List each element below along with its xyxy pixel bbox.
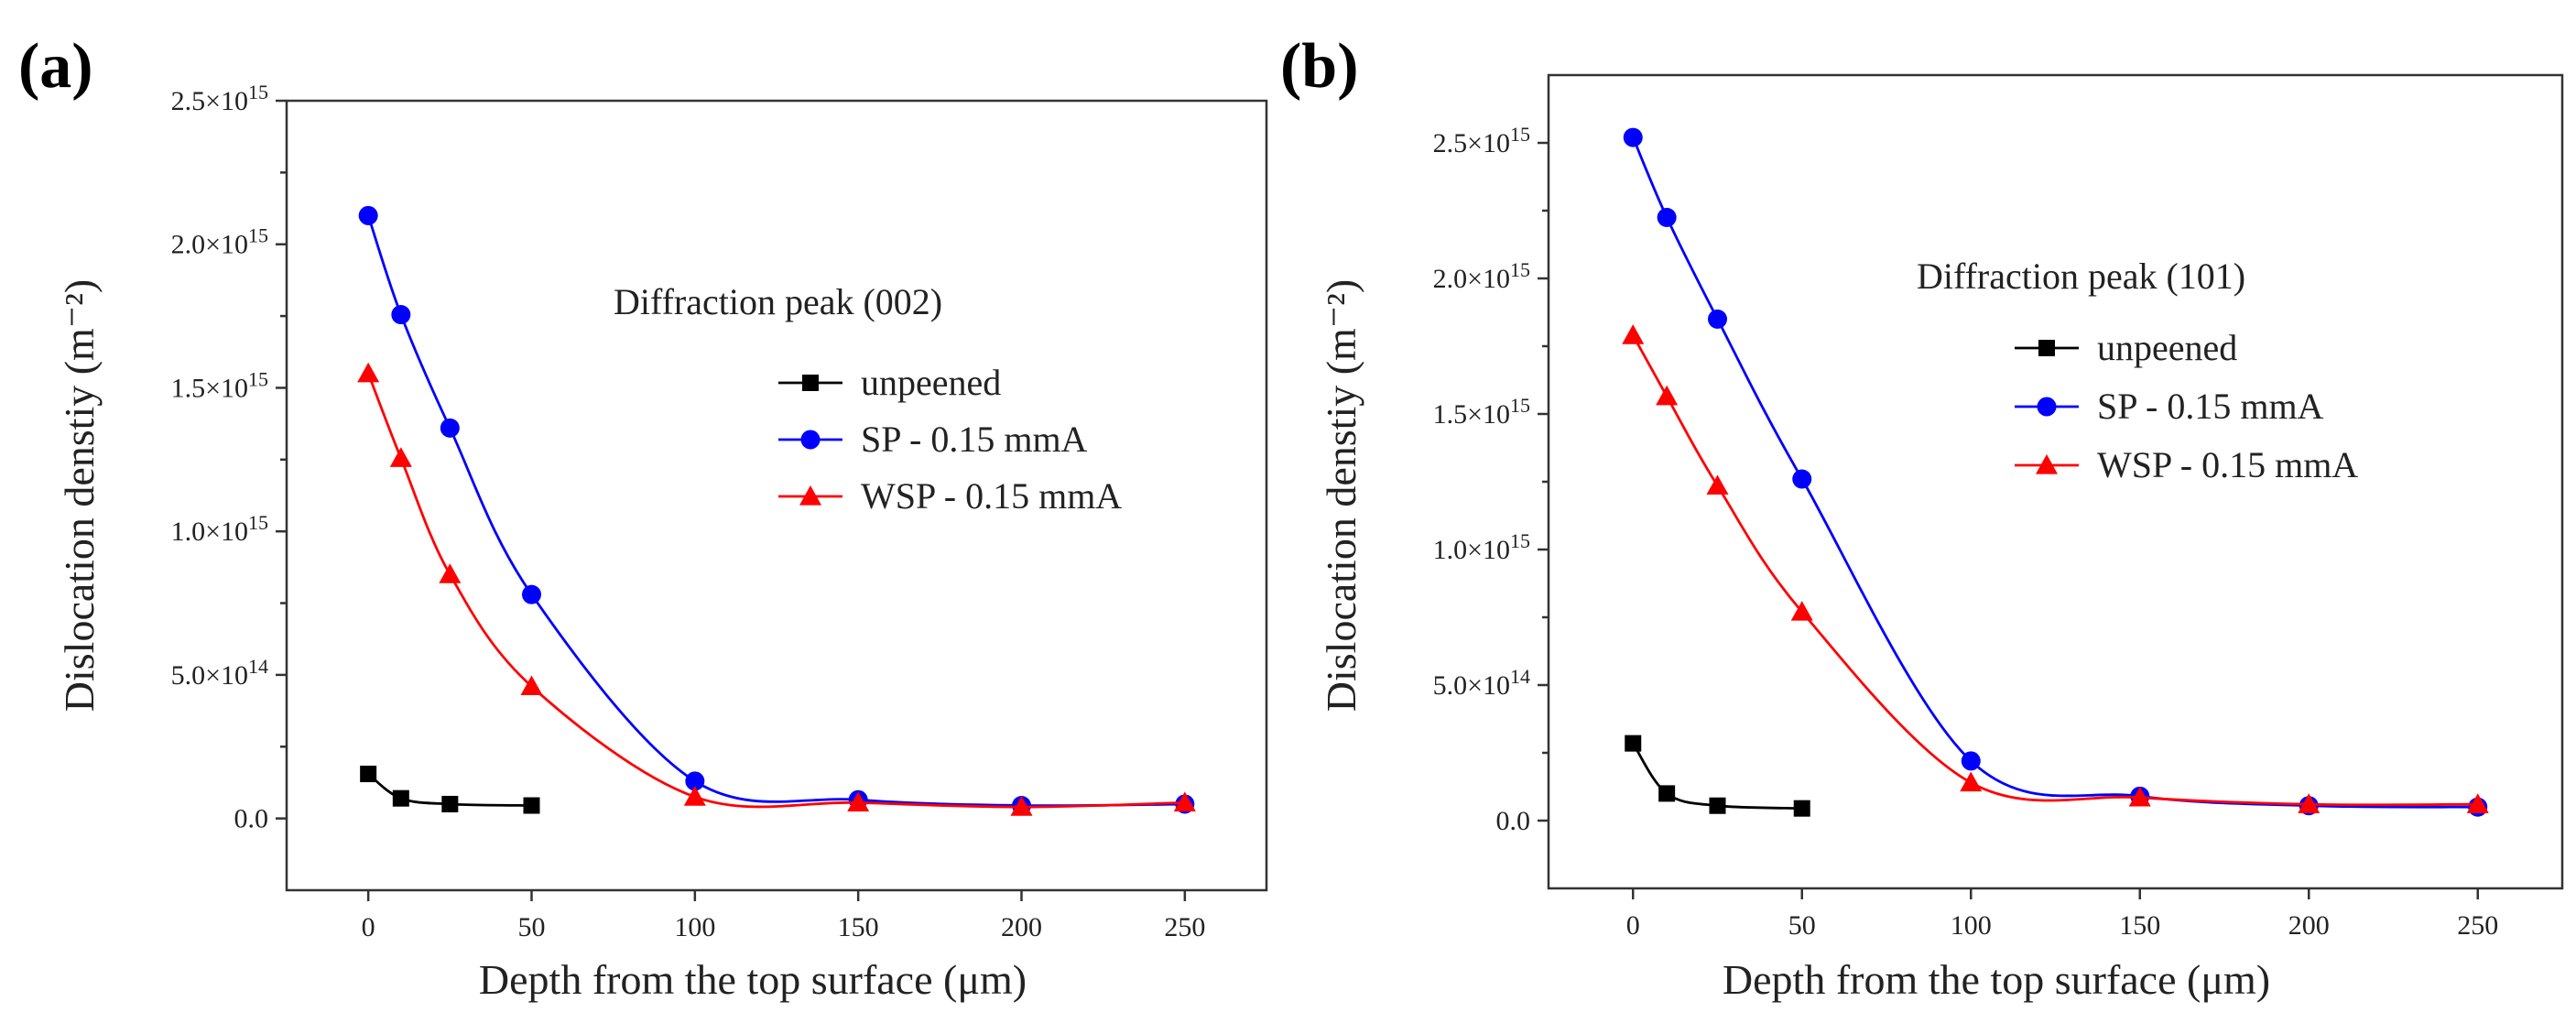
legend-label: unpeened [861, 362, 1001, 403]
x-axis-title: Depth from the top surface (μm) [479, 956, 1027, 1003]
legend-label: SP - 0.15 mmA [2097, 386, 2324, 427]
data-point [683, 786, 706, 806]
data-point [1625, 735, 1642, 752]
data-point [357, 362, 380, 383]
series-line [1632, 334, 2478, 807]
x-tick-label: 50 [1788, 910, 1816, 941]
data-point [522, 584, 541, 604]
x-tick-label: 100 [1951, 910, 1992, 941]
legend-marker [2038, 340, 2055, 356]
plot-frame [1547, 73, 2564, 890]
data-point [2128, 786, 2151, 807]
data-point [1793, 800, 1810, 817]
legend-marker [2036, 454, 2058, 474]
data-point [389, 447, 412, 467]
x-tick-label: 200 [2288, 910, 2330, 941]
legend-marker [802, 375, 819, 391]
plot-frame [285, 99, 1268, 892]
y-tick-label: 0.0 [234, 804, 269, 834]
legend-label: WSP - 0.15 mmA [2097, 444, 2358, 485]
data-point [439, 563, 462, 583]
data-point [685, 771, 705, 791]
data-point [1961, 751, 1981, 771]
x-tick-label: 150 [2119, 910, 2160, 941]
y-tick-label: 1.0×1015 [1433, 529, 1530, 565]
legend-marker [799, 485, 821, 506]
data-point [360, 766, 377, 783]
data-point [1173, 791, 1196, 811]
annotation: Diffraction peak (002) [614, 281, 942, 322]
data-point [1622, 324, 1645, 344]
x-tick-label: 250 [1164, 912, 1205, 942]
legend-marker [800, 430, 821, 450]
x-tick-label: 100 [674, 912, 715, 942]
y-tick-label: 1.5×1015 [1433, 394, 1530, 430]
data-point [358, 205, 378, 225]
data-point [2466, 793, 2489, 813]
data-point [520, 675, 543, 696]
y-tick-label: 5.0×1014 [1433, 665, 1530, 701]
data-point [847, 791, 870, 811]
x-tick-label: 50 [518, 912, 546, 942]
data-point [441, 795, 459, 812]
x-tick-label: 200 [1001, 912, 1042, 942]
y-tick-label: 2.5×1015 [171, 81, 268, 116]
panel-label: (a) [18, 31, 93, 102]
y-tick-label: 2.0×1015 [171, 224, 268, 260]
x-tick-label: 150 [838, 912, 879, 942]
series-line [1632, 742, 1802, 811]
legend-marker [2037, 397, 2057, 417]
y-axis-title: Dislocation denstiy (m⁻²) [56, 279, 103, 712]
data-point [1656, 385, 1679, 406]
x-tick-label: 0 [1626, 910, 1640, 941]
data-point [1790, 601, 1813, 621]
panel-label: (b) [1280, 31, 1359, 102]
series-line [366, 214, 1185, 808]
data-point [391, 305, 411, 325]
y-tick-label: 1.5×1015 [171, 367, 268, 403]
data-point [523, 797, 540, 814]
data-point [1657, 207, 1677, 227]
x-tick-label: 250 [2457, 910, 2498, 941]
data-point [1658, 785, 1676, 802]
data-point [1623, 127, 1643, 147]
legend-label: SP - 0.15 mmA [861, 419, 1088, 460]
series-line [367, 772, 532, 807]
y-tick-label: 1.0×1015 [171, 511, 268, 547]
y-tick-label: 2.0×1015 [1433, 258, 1530, 294]
x-tick-label: 0 [362, 912, 375, 942]
y-tick-label: 5.0×1014 [171, 655, 268, 691]
data-point [1708, 309, 1727, 329]
data-point [392, 789, 409, 807]
annotation: Diffraction peak (101) [1917, 256, 2245, 297]
panel-a: 0 50 100 150 200 250 0.0 5.0×1014 1.0×1015 1.5×10… [18, 31, 1268, 1003]
data-point [1706, 474, 1729, 495]
data-point [1709, 797, 1726, 814]
y-tick-label: 2.5×1015 [1433, 123, 1530, 158]
panel-b: 0 50 100 150 200 250 0.0 5.0×1014 1.0×1015 1.5×10… [1280, 31, 2564, 1003]
legend-label: WSP - 0.15 mmA [861, 475, 1122, 517]
data-point [1010, 796, 1033, 816]
y-tick-label: 0.0 [1496, 806, 1531, 836]
data-point [1792, 469, 1812, 489]
data-point [440, 418, 460, 438]
y-axis-title: Dislocation denstiy (m⁻²) [1318, 279, 1364, 712]
x-axis-title: Depth from the top surface (μm) [1723, 956, 2270, 1003]
legend-label: unpeened [2097, 327, 2237, 368]
data-point [1960, 771, 1983, 792]
series-line [366, 373, 1185, 809]
data-point [2298, 793, 2321, 813]
